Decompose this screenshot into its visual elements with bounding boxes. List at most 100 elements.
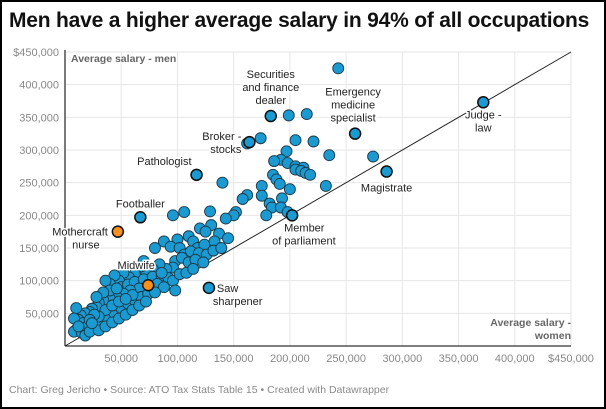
data-point bbox=[280, 145, 293, 158]
data-point bbox=[72, 320, 85, 333]
data-point bbox=[268, 155, 281, 168]
data-point bbox=[169, 284, 182, 297]
data-points bbox=[68, 62, 380, 342]
data-point bbox=[178, 206, 191, 219]
data-point bbox=[137, 255, 150, 268]
labeled-data-point bbox=[380, 165, 393, 178]
data-point bbox=[216, 176, 229, 189]
x-tick-label: 350,000 bbox=[439, 353, 479, 365]
labeled-data-point bbox=[141, 278, 155, 292]
data-point bbox=[155, 266, 168, 279]
labeled-data-point bbox=[190, 168, 203, 182]
point-label: Judge - bbox=[465, 109, 502, 121]
data-point bbox=[158, 281, 170, 294]
labeled-data-point bbox=[264, 109, 278, 123]
x-tick-label: 150,000 bbox=[214, 353, 254, 365]
data-point bbox=[222, 232, 234, 245]
x-axis-title-line1: Average salary - bbox=[490, 317, 571, 329]
data-point bbox=[204, 205, 217, 218]
data-point bbox=[283, 183, 296, 196]
point-label: and finance bbox=[242, 82, 299, 94]
x-tick-label: 200,000 bbox=[270, 353, 310, 365]
labeled-data-point bbox=[285, 209, 299, 222]
grid bbox=[65, 51, 572, 346]
data-point bbox=[119, 293, 132, 305]
chart-footer: Chart: Greg Jericho • Source: ATO Tax St… bbox=[9, 384, 390, 396]
data-point bbox=[323, 149, 336, 162]
y-axis-title: Average salary - men bbox=[71, 53, 176, 65]
labeled-data-point bbox=[348, 127, 362, 140]
data-point bbox=[282, 109, 295, 122]
y-tick-label: 350,000 bbox=[19, 112, 59, 124]
x-tick-label: $450,000 bbox=[548, 353, 594, 365]
y-tick-label: 150,000 bbox=[19, 243, 59, 255]
x-tick-label: 300,000 bbox=[382, 353, 422, 365]
y-tick-label: 300,000 bbox=[19, 145, 59, 157]
point-label: Saw bbox=[217, 283, 238, 295]
data-point bbox=[166, 209, 179, 222]
y-tick-label: 250,000 bbox=[19, 178, 59, 190]
data-point bbox=[236, 193, 249, 205]
data-point bbox=[99, 274, 112, 287]
data-point bbox=[149, 242, 161, 254]
x-tick-label: 250,000 bbox=[326, 353, 366, 365]
point-label: Pathologist bbox=[137, 156, 191, 168]
data-point bbox=[70, 302, 83, 315]
data-point bbox=[140, 295, 152, 308]
data-point bbox=[289, 134, 302, 147]
data-point bbox=[86, 317, 98, 330]
data-point bbox=[300, 108, 313, 121]
chart-title: Men have a higher average salary in 94% … bbox=[9, 9, 590, 32]
axes bbox=[64, 50, 571, 347]
point-label: stocks bbox=[210, 144, 242, 156]
data-point bbox=[110, 282, 123, 295]
point-label: Magistrate bbox=[361, 183, 412, 195]
x-tick-label: 50,000 bbox=[104, 353, 138, 365]
y-tick-label: 50,000 bbox=[25, 308, 59, 320]
data-point bbox=[199, 225, 212, 238]
data-point bbox=[319, 179, 332, 192]
point-label: medicine bbox=[331, 100, 375, 112]
data-point bbox=[367, 150, 380, 163]
point-label: law bbox=[475, 122, 492, 134]
point-label: Securities bbox=[247, 69, 296, 81]
data-point bbox=[187, 262, 200, 275]
data-point bbox=[219, 212, 232, 225]
data-point bbox=[215, 242, 228, 254]
y-tick-label: 400,000 bbox=[19, 80, 59, 92]
y-tick-label: 100,000 bbox=[19, 276, 59, 288]
point-label: Member bbox=[284, 222, 325, 234]
labeled-data-point bbox=[111, 225, 125, 238]
y-tick-label: 200,000 bbox=[19, 210, 59, 222]
point-label: Mothercraft bbox=[52, 227, 108, 239]
tick-labels: 50,000 100,000 150,000 200,000 250,000 300,00… bbox=[13, 47, 594, 365]
point-label: sharpener bbox=[213, 296, 263, 308]
data-point bbox=[197, 256, 210, 269]
x-tick-label: 100,000 bbox=[158, 353, 198, 365]
point-label: Broker - bbox=[202, 131, 241, 143]
labeled-points bbox=[111, 96, 490, 295]
point-label: specialist bbox=[330, 113, 375, 125]
data-point bbox=[304, 168, 317, 181]
point-label: dealer bbox=[255, 95, 286, 107]
data-point bbox=[273, 178, 286, 190]
x-axis-title-line2: women bbox=[534, 330, 571, 342]
x-tick-label: 400,000 bbox=[495, 353, 535, 365]
point-label: Emergency bbox=[325, 87, 381, 99]
data-point bbox=[260, 209, 273, 222]
labeled-data-point bbox=[243, 135, 256, 149]
y-tick-label: $450,000 bbox=[13, 47, 59, 59]
data-point bbox=[90, 291, 103, 303]
point-label: Midwife bbox=[118, 260, 155, 272]
data-point bbox=[254, 132, 267, 145]
labeled-data-point bbox=[477, 96, 490, 109]
point-label: nurse bbox=[72, 240, 100, 252]
data-point bbox=[255, 189, 268, 202]
point-label: of parliament bbox=[272, 235, 336, 247]
point-label: Footballer bbox=[116, 198, 165, 210]
labeled-data-point bbox=[134, 211, 147, 224]
labeled-data-point bbox=[202, 281, 216, 295]
data-point bbox=[307, 135, 320, 148]
